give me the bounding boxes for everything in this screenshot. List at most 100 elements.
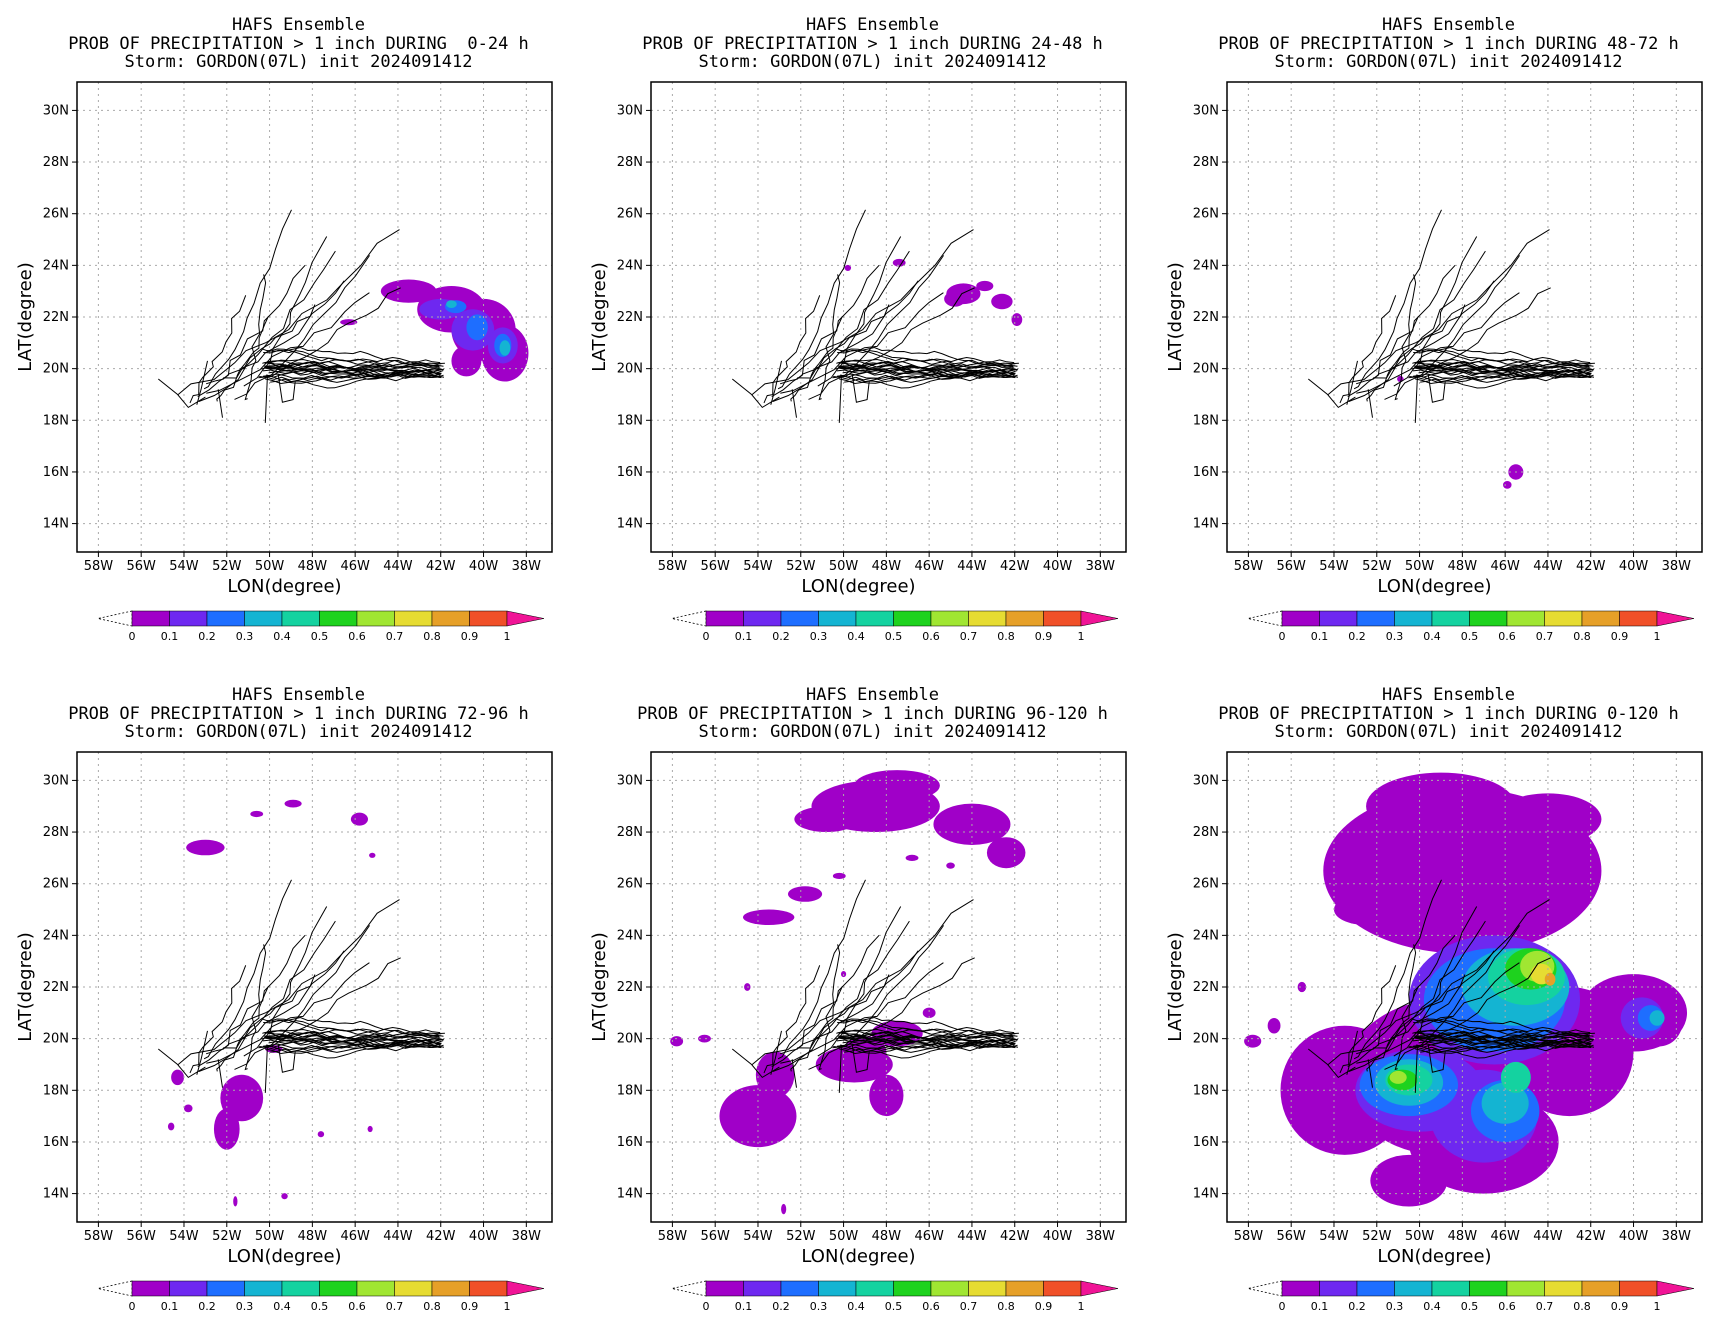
storm-track xyxy=(217,1059,223,1088)
title-line-1: HAFS Ensemble xyxy=(231,685,366,705)
colorbar: 0 0.1 0.2 0.3 0.4 0.5 0.6 0.7 0.8 0.9 1 xyxy=(1247,610,1695,643)
colorbar-tick-label: 0.2 xyxy=(198,630,216,643)
storm-track xyxy=(837,1016,1017,1041)
lon-tick-label: 42W xyxy=(1000,1229,1030,1244)
lat-tick-label: 30N xyxy=(43,103,69,118)
panel-title: HAFS Ensemble PROB OF PRECIPITATION > 1 i… xyxy=(1160,686,1731,742)
storm-track xyxy=(1413,1016,1593,1041)
storm-track xyxy=(1414,372,1590,385)
lon-tick-label: 56W xyxy=(1276,559,1306,574)
storm-track xyxy=(1414,1046,1418,1093)
precip-area xyxy=(787,886,823,902)
lon-tick-label: 44W xyxy=(957,1229,987,1244)
map-plot: 30N 28N 26N 24N 22N 20N 18N 16N 14N 58W 56W 54W 52W 5… xyxy=(1165,751,1703,1313)
storm-track xyxy=(1373,280,1495,379)
colorbar-tick-label: 0.1 xyxy=(161,630,179,643)
lat-tick-label: 18N xyxy=(1193,1083,1219,1098)
storm-track xyxy=(1347,934,1456,1068)
storm-track xyxy=(277,373,296,403)
lon-tick-label: 46W xyxy=(914,1229,944,1244)
storm-track xyxy=(1327,899,1550,1066)
precip-area xyxy=(499,340,511,356)
storm-track xyxy=(841,1019,1019,1035)
precip-area xyxy=(946,862,955,869)
colorbar-tick-label: 0.6 xyxy=(922,630,940,643)
lat-tick-label: 20N xyxy=(43,362,69,377)
storm-track xyxy=(772,920,910,1072)
storm-track xyxy=(1307,378,1356,409)
lon-tick-label: 50W xyxy=(1405,1229,1435,1244)
lon-tick-label: 52W xyxy=(786,1229,816,1244)
lat-tick-label: 22N xyxy=(1193,310,1219,325)
colorbar-swatch xyxy=(1619,610,1658,627)
colorbar-swatch xyxy=(818,610,857,627)
storm-track xyxy=(1427,1043,1446,1073)
lon-axis-label: LON(degree) xyxy=(227,576,341,597)
storm-track xyxy=(791,389,797,418)
storm-track xyxy=(196,360,208,405)
storm-track xyxy=(751,229,974,396)
storm-track xyxy=(1355,974,1466,1055)
colorbar-tick-label: 0 xyxy=(129,630,136,643)
storm-track xyxy=(1373,950,1495,1049)
storm-track xyxy=(1408,957,1551,1049)
precip-area xyxy=(340,319,358,326)
title-line-3: Storm: GORDON(07L) init 2024091412 xyxy=(124,722,473,742)
colorbar-tick-label: 0.9 xyxy=(461,1300,479,1313)
lon-tick-label: 42W xyxy=(426,559,456,574)
precip-area xyxy=(233,1196,238,1207)
colorbar-tick-label: 0.8 xyxy=(997,1300,1015,1313)
colorbar-swatch xyxy=(281,610,320,627)
storm-track xyxy=(836,373,1015,383)
colorbar-tick-label: 0.8 xyxy=(997,630,1015,643)
lat-tick-label: 28N xyxy=(1193,825,1219,840)
precip-area xyxy=(905,854,919,861)
storm-track xyxy=(264,1046,268,1093)
colorbar-swatch xyxy=(206,610,245,627)
lon-axis-label: LON(degree) xyxy=(1377,1246,1491,1267)
storm-track xyxy=(1384,255,1521,400)
colorbar-tick-label: 0.6 xyxy=(1498,630,1516,643)
title-line-2: PROB OF PRECIPITATION > 1 inch DURING 24… xyxy=(642,33,1103,54)
lon-tick-label: 54W xyxy=(169,559,199,574)
precip-area xyxy=(698,1034,711,1043)
precip-area xyxy=(844,264,852,272)
colorbar-tick-label: 0.5 xyxy=(885,630,903,643)
lat-axis-label: LAT(degree) xyxy=(1165,932,1186,1041)
precip-area xyxy=(284,799,302,808)
colorbar-swatch xyxy=(169,1280,208,1297)
precip-area xyxy=(1500,1061,1531,1093)
storm-track xyxy=(1339,295,1397,404)
lat-tick-label: 22N xyxy=(1193,980,1219,995)
colorbar-swatch xyxy=(244,1280,283,1297)
precip-area xyxy=(446,300,457,308)
storm-track xyxy=(234,255,371,400)
colorbar-swatch xyxy=(1281,1280,1320,1297)
storm-track xyxy=(1367,1059,1373,1088)
colorbar-swatch xyxy=(893,610,932,627)
panel-title: HAFS Ensemble PROB OF PRECIPITATION > 1 i… xyxy=(584,686,1161,742)
lon-tick-label: 40W xyxy=(1043,1229,1073,1244)
precip-area xyxy=(1649,1010,1665,1026)
title-line-1: HAFS Ensemble xyxy=(231,15,366,35)
colorbar-tick-label: 0.3 xyxy=(810,630,828,643)
colorbar-tick-label: 0.8 xyxy=(423,1300,441,1313)
lon-tick-label: 54W xyxy=(1319,1229,1349,1244)
storm-track xyxy=(832,957,975,1049)
panel-title: HAFS Ensemble PROB OF PRECIPITATION > 1 i… xyxy=(584,16,1161,72)
storm-track xyxy=(258,287,401,379)
title-line-3: Storm: GORDON(07L) init 2024091412 xyxy=(1274,722,1623,742)
colorbar-tick-label: 1 xyxy=(1654,630,1661,643)
colorbar-swatch xyxy=(893,1280,932,1297)
colorbar-tick-label: 1 xyxy=(504,1300,511,1313)
storm-track xyxy=(836,1043,1015,1053)
colorbar-tick-label: 0.6 xyxy=(922,1300,940,1313)
lat-tick-label: 28N xyxy=(617,155,643,170)
colorbar-swatch xyxy=(968,610,1007,627)
lat-tick-label: 20N xyxy=(43,1032,69,1047)
storm-track xyxy=(244,274,267,401)
storm-track xyxy=(264,376,268,423)
colorbar-tick-label: 0.1 xyxy=(161,1300,179,1313)
precip-area xyxy=(367,1125,373,1133)
precip-area xyxy=(794,806,859,833)
